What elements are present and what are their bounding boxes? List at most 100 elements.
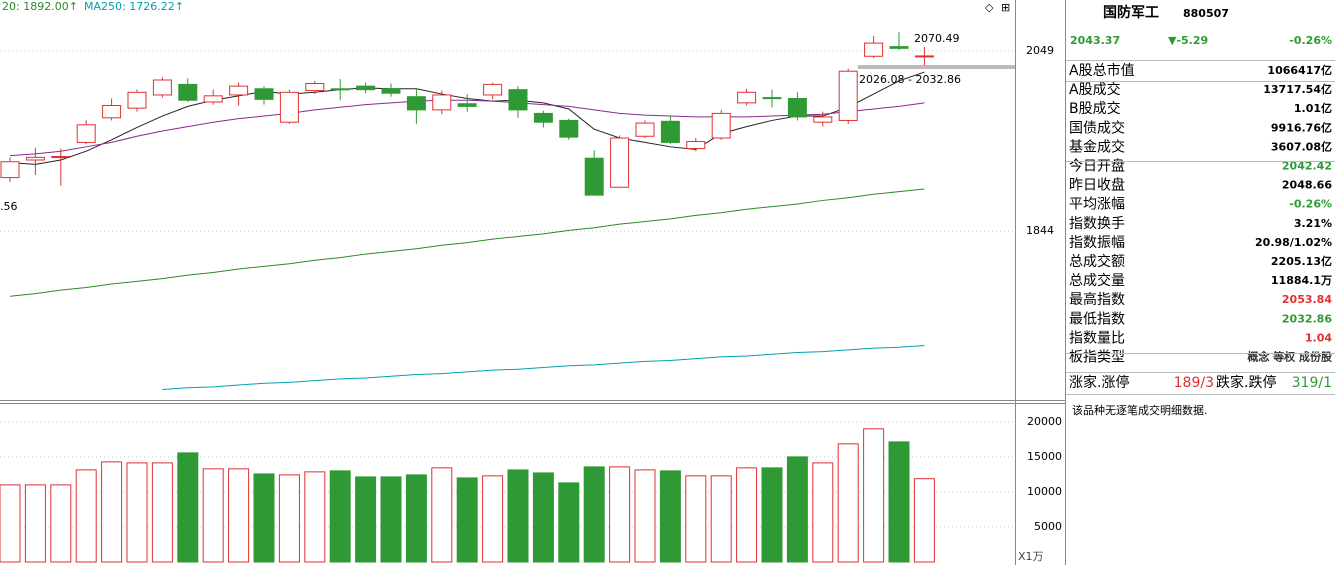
row-label: 国债成交	[1069, 119, 1125, 136]
row-label: 指数换手	[1069, 215, 1125, 232]
volume-bar	[151, 462, 173, 563]
candle-body	[864, 42, 884, 57]
volume-bar	[609, 466, 631, 563]
volume-bar	[558, 482, 580, 563]
ma-line	[9, 188, 925, 297]
candle-body	[686, 141, 706, 150]
candle-body	[203, 95, 223, 103]
row-label: 总成交额	[1069, 253, 1125, 270]
candle-body	[711, 112, 731, 139]
volume-bar	[75, 469, 97, 563]
candle-body	[737, 91, 757, 104]
volume-bar	[837, 443, 859, 563]
row-value: 3607.08亿	[1271, 139, 1332, 153]
y-tick-label: 10000	[1027, 485, 1062, 498]
volume-bar	[634, 469, 656, 563]
candle-body	[432, 94, 452, 111]
row-value: -0.26%	[1289, 198, 1332, 211]
candle-body	[102, 104, 122, 119]
candle-body	[813, 116, 833, 123]
candle-body	[559, 119, 579, 138]
candle-body	[25, 156, 45, 161]
volume-bar	[685, 475, 707, 563]
price: 2043.37	[1070, 34, 1120, 47]
annotation: 2070.49	[914, 32, 960, 45]
change: ▼-5.29	[1168, 34, 1208, 47]
row-value: 2048.66	[1282, 179, 1332, 192]
volume-bar	[355, 476, 377, 563]
volume-bar	[863, 428, 885, 563]
breadth-label: 跌家.跌停	[1216, 374, 1276, 391]
row-label: 最低指数	[1069, 311, 1125, 327]
candle-body	[51, 155, 71, 158]
row-label: 最高指数	[1069, 291, 1125, 308]
volume-bar	[507, 469, 529, 563]
volume-bar	[431, 467, 453, 563]
volume-bar	[304, 471, 326, 563]
volume-bar	[329, 470, 351, 563]
row-label: A股成交	[1069, 81, 1121, 98]
row-label: A股总市值	[1069, 62, 1135, 79]
candle-body	[229, 85, 249, 96]
y-tick-label: 5000	[1034, 520, 1062, 533]
price-marker	[858, 65, 1015, 69]
candle-body	[152, 79, 172, 96]
row-value: 概念 等权 成份股	[1247, 350, 1333, 364]
candle-body	[178, 83, 198, 101]
volume-bar	[380, 476, 402, 563]
ma-legend: 20: 1892.00↑	[2, 0, 78, 13]
ma-line	[162, 344, 925, 390]
volume-bar	[913, 478, 935, 563]
row-value: 3.21%	[1294, 217, 1332, 230]
volume-bar	[202, 468, 224, 563]
row-value: 9916.76亿	[1271, 120, 1332, 134]
candle-body	[483, 83, 503, 96]
annotation: 2026.08 - 2032.86	[859, 73, 961, 86]
candle-body	[584, 157, 604, 196]
row-value: 1066417亿	[1267, 63, 1332, 77]
candle-body	[762, 97, 782, 100]
row-label: 指数振幅	[1069, 235, 1125, 251]
volume-bar	[812, 462, 834, 563]
candle-body	[127, 91, 147, 109]
candle-body	[330, 88, 350, 91]
row-value: 20.98/1.02%	[1255, 236, 1332, 249]
row-value: 2042.42	[1282, 160, 1332, 173]
row-label: 昨日收盘	[1069, 177, 1125, 194]
breadth-label: 涨家.涨停	[1069, 374, 1129, 391]
volume-bar	[405, 474, 427, 563]
tool-icon[interactable]: ⊞	[1001, 1, 1010, 14]
candle-body	[660, 120, 680, 143]
candle-body	[0, 161, 20, 179]
panel-code: 880507	[1183, 7, 1229, 20]
row-label: 平均涨幅	[1069, 197, 1125, 213]
row-value: 2053.84	[1282, 293, 1332, 306]
row-label: 总成交量	[1069, 272, 1125, 289]
candle-body	[305, 83, 325, 92]
change-pct: -0.26%	[1289, 34, 1332, 47]
row-value: 1.01亿	[1294, 101, 1332, 115]
breadth-value: 319/1	[1292, 375, 1332, 391]
y-tick-label: 2049	[1026, 44, 1054, 57]
candle-body	[76, 124, 96, 143]
candle-body	[508, 89, 528, 111]
volume-bar	[710, 475, 732, 563]
candle-body	[406, 96, 426, 111]
volume-bar	[177, 452, 199, 563]
candle-body	[279, 91, 299, 123]
ma-legend: MA250: 1726.22↑	[84, 0, 184, 13]
row-value: 2032.86	[1282, 312, 1332, 325]
candle-body	[254, 88, 274, 100]
tool-icon[interactable]: ◇	[985, 1, 994, 14]
volume-bar	[532, 472, 554, 563]
unit-label: X1万	[1018, 550, 1044, 563]
row-value: 11884.1万	[1271, 274, 1332, 287]
volume-bar	[24, 484, 46, 563]
y-tick-label: 15000	[1027, 450, 1062, 463]
row-value: 1.04	[1305, 331, 1332, 344]
volume-bar	[786, 456, 808, 563]
candle-body	[457, 103, 477, 107]
breadth-value: 189/3	[1174, 375, 1214, 391]
volume-bar	[482, 475, 504, 563]
